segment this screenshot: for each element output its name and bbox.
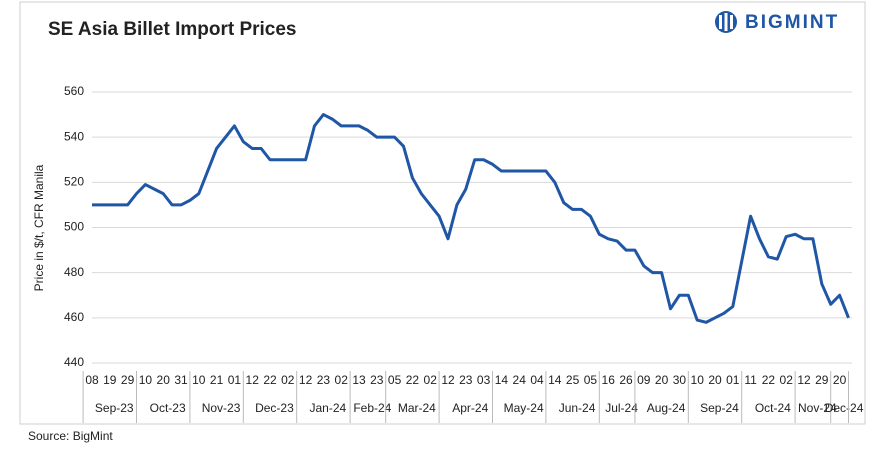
x-group-label: Oct-23 xyxy=(150,401,186,415)
x-tick-label: 12 xyxy=(797,373,811,387)
source: Source: BigMint xyxy=(28,429,113,443)
y-tick-label: 500 xyxy=(64,220,84,234)
x-tick-label: 25 xyxy=(566,373,580,387)
x-group-label: Mar-24 xyxy=(398,401,436,415)
x-tick-label: 29 xyxy=(815,373,829,387)
x-tick-label: 26 xyxy=(619,373,633,387)
x-tick-label: 04 xyxy=(530,373,544,387)
x-tick-label: 16 xyxy=(602,373,616,387)
x-tick-label: 05 xyxy=(584,373,598,387)
x-tick-label: 19 xyxy=(103,373,117,387)
x-tick-label: 23 xyxy=(459,373,473,387)
x-tick-label: 02 xyxy=(424,373,438,387)
y-tick-label: 480 xyxy=(64,265,84,279)
x-tick-label: 12 xyxy=(246,373,260,387)
x-tick-label: 14 xyxy=(495,373,509,387)
y-tick-label: 520 xyxy=(64,175,84,189)
x-tick-label: 03 xyxy=(477,373,491,387)
chart-title: SE Asia Billet Import Prices xyxy=(48,19,297,40)
x-group-label: Sep-23 xyxy=(95,401,134,415)
x-tick-label: 20 xyxy=(833,373,847,387)
y-tick-label: 460 xyxy=(64,310,84,324)
x-tick-label: 22 xyxy=(406,373,420,387)
x-tick-label: 13 xyxy=(352,373,366,387)
chart-frame xyxy=(19,1,866,425)
x-tick-label: 30 xyxy=(673,373,687,387)
x-group-label: Jul-24 xyxy=(605,401,638,415)
x-tick-label: 12 xyxy=(299,373,313,387)
x-tick-label: 21 xyxy=(210,373,224,387)
x-group-label: Dec-23 xyxy=(255,401,294,415)
x-tick-label: 11 xyxy=(744,373,757,387)
x-tick-label: 10 xyxy=(139,373,153,387)
x-tick-label: 22 xyxy=(762,373,776,387)
x-tick-label: 02 xyxy=(281,373,295,387)
y-axis-label: Price in $/t, CFR Manila xyxy=(32,164,46,291)
x-group-label: Apr-24 xyxy=(452,401,488,415)
x-group-label: Sep-24 xyxy=(700,401,739,415)
x-group-label: Dec-24 xyxy=(825,401,864,415)
x-group-label: Oct-24 xyxy=(755,401,791,415)
x-group-label: Aug-24 xyxy=(647,401,686,415)
x-group-label: Feb-24 xyxy=(353,401,391,415)
x-tick-label: 12 xyxy=(441,373,455,387)
x-tick-label: 05 xyxy=(388,373,402,387)
y-tick-label: 540 xyxy=(64,129,84,143)
x-tick-label: 14 xyxy=(548,373,562,387)
x-tick-label: 22 xyxy=(263,373,277,387)
x-tick-label: 24 xyxy=(513,373,527,387)
x-tick-label: 10 xyxy=(192,373,206,387)
x-group-label: Jan-24 xyxy=(309,401,346,415)
x-tick-label: 29 xyxy=(121,373,135,387)
x-tick-label: 31 xyxy=(174,373,188,387)
x-tick-label: 09 xyxy=(637,373,651,387)
x-tick-label: 02 xyxy=(335,373,349,387)
x-group-label: Nov-24 xyxy=(798,401,837,415)
x-tick-label: 20 xyxy=(655,373,669,387)
x-tick-label: 01 xyxy=(228,373,242,387)
x-tick-label: 20 xyxy=(157,373,171,387)
x-group-label: Nov-23 xyxy=(202,401,241,415)
logo: BIGMINT xyxy=(745,12,839,33)
x-tick-label: 20 xyxy=(708,373,722,387)
x-tick-label: 02 xyxy=(780,373,794,387)
logo-icon xyxy=(715,11,737,33)
x-group-label: May-24 xyxy=(504,401,544,415)
x-tick-label: 23 xyxy=(317,373,331,387)
x-tick-label: 01 xyxy=(726,373,740,387)
x-tick-label: 08 xyxy=(85,373,99,387)
y-tick-label: 560 xyxy=(64,84,84,98)
y-tick-label: 440 xyxy=(64,355,84,369)
x-tick-label: 23 xyxy=(370,373,384,387)
x-group-label: Jun-24 xyxy=(559,401,596,415)
x-tick-label: 10 xyxy=(691,373,705,387)
price-line xyxy=(92,113,850,324)
